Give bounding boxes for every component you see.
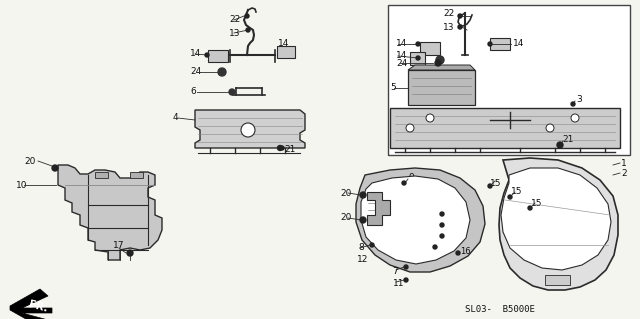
Text: 15: 15 [511, 188, 522, 197]
Text: 15: 15 [531, 198, 543, 207]
Circle shape [246, 28, 250, 32]
Polygon shape [208, 50, 228, 62]
Circle shape [440, 223, 444, 227]
Polygon shape [356, 168, 485, 272]
Text: 21: 21 [562, 136, 573, 145]
Polygon shape [499, 158, 618, 290]
Circle shape [404, 265, 408, 269]
Text: 14: 14 [396, 51, 408, 61]
Circle shape [456, 251, 460, 255]
Polygon shape [10, 289, 52, 319]
Text: 22: 22 [229, 16, 240, 25]
Circle shape [360, 217, 366, 223]
Text: 24: 24 [396, 58, 407, 68]
Text: 20: 20 [340, 213, 351, 222]
Circle shape [404, 278, 408, 282]
Text: 3: 3 [576, 95, 582, 105]
Text: 19: 19 [445, 207, 456, 217]
Circle shape [571, 114, 579, 122]
Text: 14: 14 [190, 49, 202, 58]
Circle shape [440, 212, 444, 216]
Circle shape [205, 53, 209, 57]
Text: 13: 13 [443, 23, 454, 32]
Text: 11: 11 [393, 278, 404, 287]
Circle shape [416, 42, 420, 46]
Circle shape [488, 184, 492, 188]
Polygon shape [195, 110, 305, 148]
Circle shape [458, 14, 462, 18]
Circle shape [127, 250, 133, 256]
Circle shape [416, 56, 420, 60]
Circle shape [458, 25, 462, 29]
Circle shape [229, 89, 235, 95]
Text: 12: 12 [357, 256, 369, 264]
Text: 24: 24 [190, 68, 201, 77]
Text: 8: 8 [358, 243, 364, 253]
Text: 21: 21 [284, 145, 296, 154]
Polygon shape [361, 176, 470, 264]
Circle shape [426, 114, 434, 122]
Polygon shape [490, 38, 510, 50]
Circle shape [557, 142, 563, 148]
Circle shape [435, 60, 441, 66]
Text: 10: 10 [16, 181, 28, 189]
Polygon shape [367, 192, 390, 225]
Text: 6: 6 [190, 87, 196, 97]
Circle shape [508, 195, 512, 199]
Polygon shape [410, 52, 425, 65]
Circle shape [528, 206, 532, 210]
Circle shape [433, 245, 437, 249]
Text: 20: 20 [24, 157, 35, 166]
Text: 9: 9 [408, 174, 413, 182]
Circle shape [571, 102, 575, 106]
Text: SL03-  B5000E: SL03- B5000E [465, 305, 535, 314]
Circle shape [52, 165, 58, 171]
Circle shape [280, 146, 284, 150]
Polygon shape [420, 42, 440, 55]
Circle shape [278, 145, 282, 151]
Text: 16: 16 [460, 248, 470, 256]
Circle shape [440, 234, 444, 238]
Text: 14: 14 [396, 40, 408, 48]
Polygon shape [277, 46, 295, 58]
Text: 13: 13 [229, 28, 241, 38]
Text: 14: 14 [513, 40, 524, 48]
Text: 18: 18 [445, 229, 456, 239]
Circle shape [370, 243, 374, 247]
Polygon shape [501, 168, 611, 270]
Polygon shape [408, 70, 475, 105]
Text: 20: 20 [340, 189, 351, 197]
Circle shape [402, 181, 406, 185]
Polygon shape [408, 65, 475, 70]
Circle shape [436, 56, 444, 64]
Polygon shape [95, 172, 108, 178]
Circle shape [245, 14, 249, 18]
Text: 1: 1 [621, 159, 627, 167]
Circle shape [406, 124, 414, 132]
Text: 17: 17 [113, 241, 125, 250]
Circle shape [218, 68, 226, 76]
Text: FR.: FR. [28, 300, 49, 314]
Polygon shape [58, 165, 162, 260]
Polygon shape [390, 108, 620, 148]
Text: 22: 22 [443, 10, 454, 19]
Bar [388, 5, 630, 155]
Text: 23: 23 [445, 219, 456, 227]
Text: 4: 4 [173, 114, 179, 122]
Circle shape [360, 192, 366, 198]
Text: 15: 15 [490, 179, 502, 188]
Text: 7: 7 [392, 266, 397, 276]
Text: 14: 14 [278, 40, 289, 48]
Text: 20: 20 [422, 242, 432, 251]
Polygon shape [130, 172, 143, 178]
Circle shape [546, 124, 554, 132]
Polygon shape [545, 275, 570, 285]
Circle shape [241, 123, 255, 137]
Text: 2: 2 [621, 168, 627, 177]
Circle shape [488, 42, 492, 46]
Text: 5: 5 [390, 84, 396, 93]
